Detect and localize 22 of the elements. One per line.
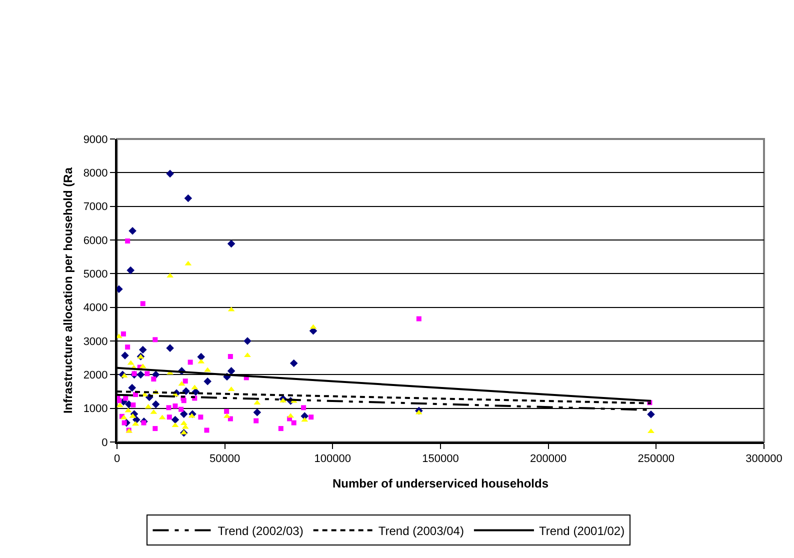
text: Trend (2001/02) [538,524,625,538]
y-tick-label: 5000 [83,268,108,281]
y-tick-label: 8000 [83,168,108,180]
y-tick-label: 7000 [83,201,108,214]
legend-label: Trend (2003/04) [378,524,464,538]
y-tick-label: 3000 [83,336,108,348]
x-tick-label: 200000 [530,453,567,466]
x-tick-label: 150000 [422,453,459,466]
x-tick-label: 250000 [638,453,675,466]
legend-label: Trend (2002/03) [218,524,304,538]
x-tick-label: 50000 [210,453,240,466]
y-tick-label: 4000 [83,302,108,314]
y-tick-label: 6000 [83,234,108,247]
y-axis-title: Infrastructure allocation per household (Ra [61,167,76,414]
y-tick-label: 9000 [83,134,108,146]
x-tick-label: 100000 [314,453,352,466]
y-tick-label: 2000 [83,370,108,382]
x-axis-title: Number of underserviced households [332,476,549,491]
x-tick-label: 0 [114,453,120,466]
x-tick-label: 300000 [746,453,782,466]
y-tick-label: 1000 [83,403,108,416]
y-tick-label: 0 [102,436,108,449]
